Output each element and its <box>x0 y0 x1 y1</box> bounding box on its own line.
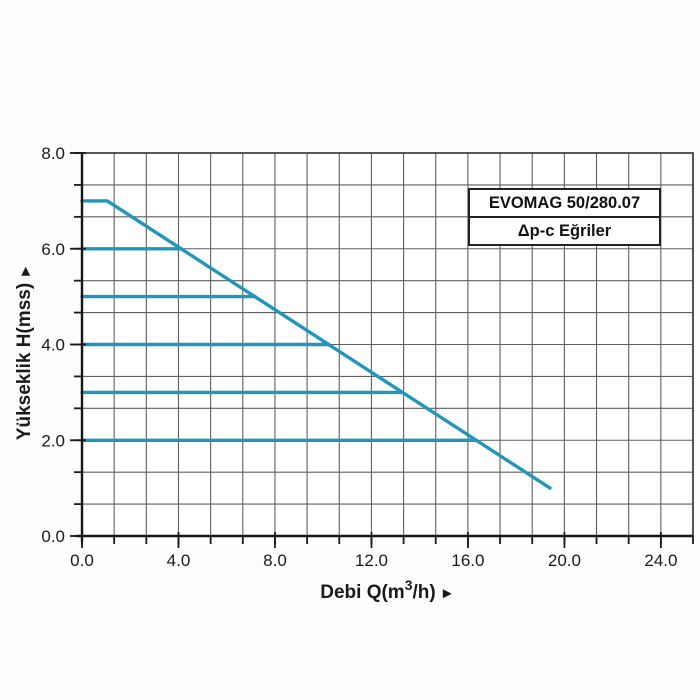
y-tick-label: 8.0 <box>41 144 65 163</box>
y-tick-label: 4.0 <box>41 336 65 355</box>
tick-labels: 0.0 4.0 8.0 12.0 16.0 20.0 24.0 0.0 2.0 4.0 6.0 8.0 <box>41 144 677 570</box>
x-axis-label: Debi Q(m3/h) ► <box>320 577 454 603</box>
y-tick-label: 0.0 <box>41 527 65 546</box>
y-tick-label: 6.0 <box>41 240 65 259</box>
x-tick-label: 4.0 <box>167 551 191 570</box>
y-tick-label: 2.0 <box>41 431 65 450</box>
y-axis-label: Yükseklik H(mss) ► <box>14 264 35 440</box>
x-tick-label: 0.0 <box>70 551 94 570</box>
x-tick-label: 12.0 <box>355 551 388 570</box>
legend-model-label: EVOMAG 50/280.07 <box>488 194 641 212</box>
x-tick-label: 8.0 <box>263 551 287 570</box>
x-tick-label: 20.0 <box>548 551 581 570</box>
x-tick-label: 24.0 <box>644 551 677 570</box>
legend-mode-label: Δp-c Eğriler <box>470 216 659 244</box>
legend-box: EVOMAG 50/280.07 Δp-c Eğriler <box>468 188 661 246</box>
ticks <box>70 152 694 548</box>
x-tick-label: 16.0 <box>451 551 484 570</box>
curves <box>80 199 552 490</box>
